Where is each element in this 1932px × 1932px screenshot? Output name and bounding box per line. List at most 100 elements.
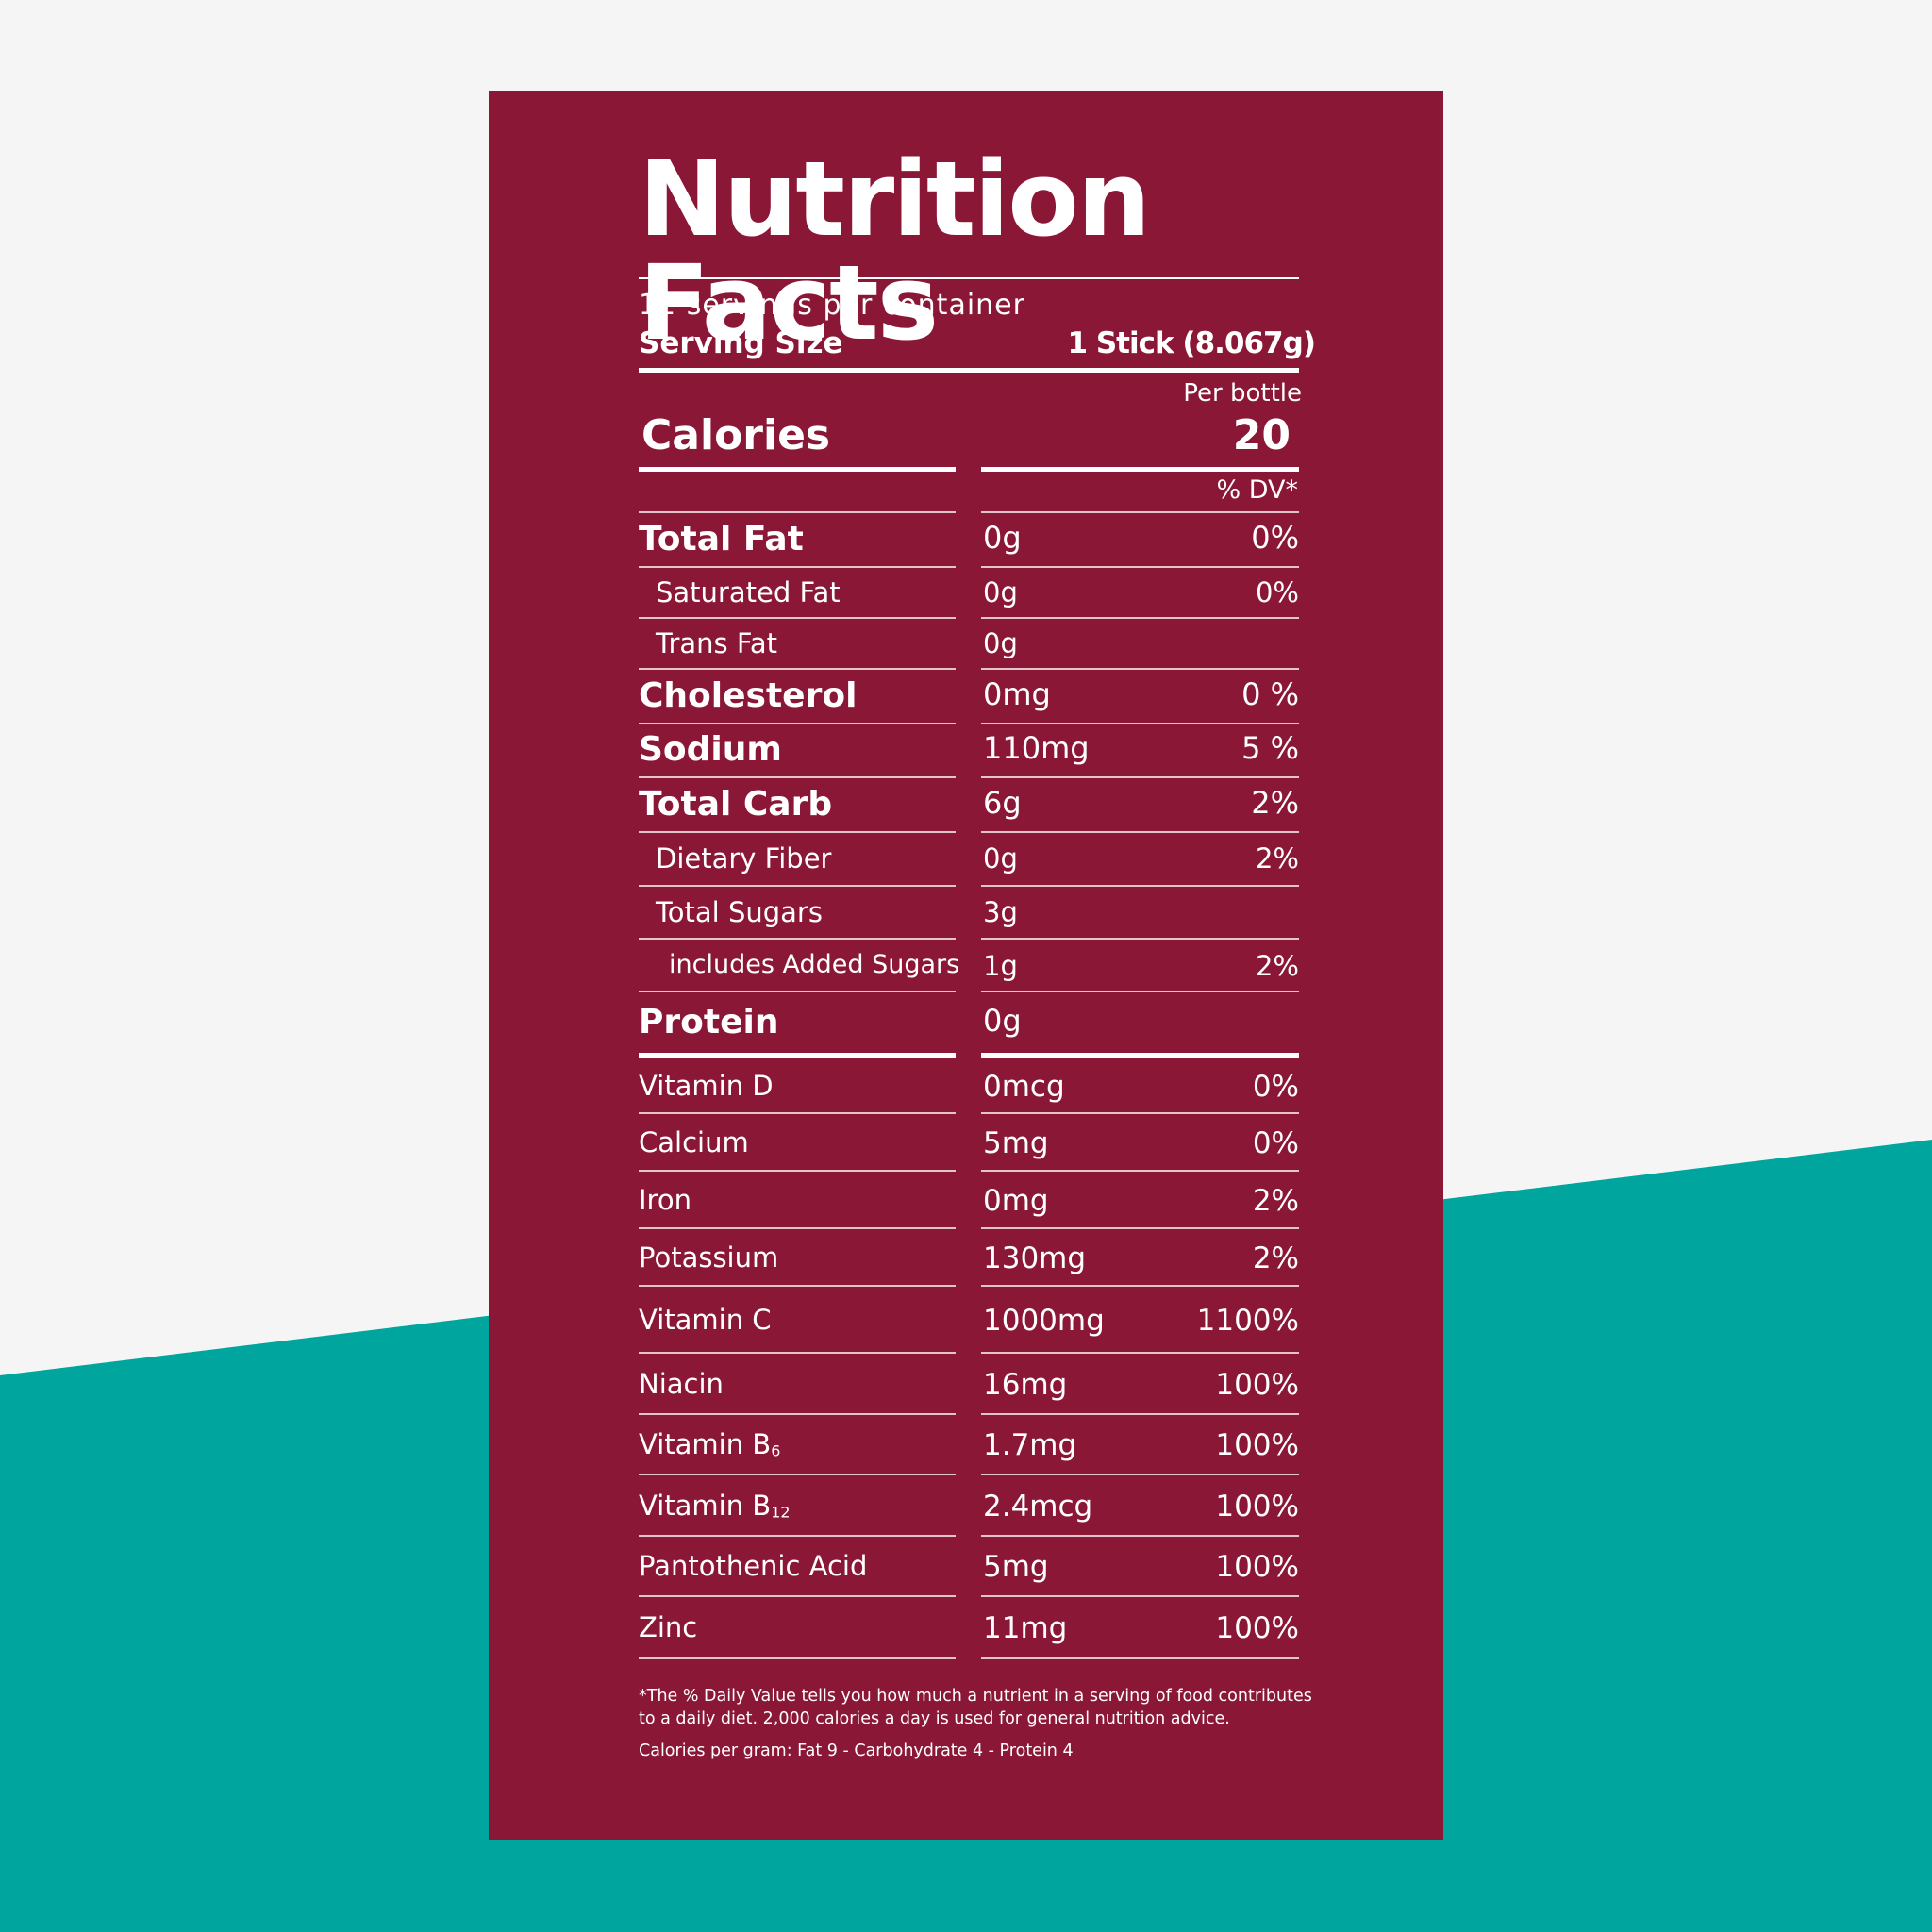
nutrient-rule-left [639, 991, 956, 992]
vitamin-dv: 100% [1215, 1489, 1299, 1524]
vitamin-dv: 100% [1215, 1367, 1299, 1402]
nutrient-name: Total Sugars [656, 895, 823, 928]
vitamin-dv: 1100% [1196, 1303, 1299, 1338]
vitamin-dv: 100% [1215, 1550, 1299, 1584]
nutrient-rule-right [981, 938, 1299, 940]
vitamin-rule-right [981, 1352, 1299, 1354]
nutrient-amount: 6g [983, 784, 1022, 821]
vitamin-rule-left [639, 1535, 956, 1537]
nutrient-name: Total Carb [639, 784, 833, 824]
nutrient-rule-left [639, 938, 956, 940]
vitamin-rule-right [981, 1474, 1299, 1475]
vitamin-name: Vitamin B12 [639, 1490, 790, 1522]
nutrient-amount: 0g [983, 575, 1018, 608]
nutrient-rule-right [981, 776, 1299, 778]
serving-size-rule [639, 368, 1299, 373]
protein-rule-right [981, 1053, 1299, 1058]
nutrient-amount: 0mg [983, 675, 1051, 712]
nutrient-amount: 1g [983, 950, 1018, 983]
vitamin-rule-left [639, 1595, 956, 1597]
nutrition-panel: Nutrition Facts 12 servings per containe… [489, 91, 1443, 1840]
nutrient-amount: 0g [983, 842, 1018, 875]
nutrient-rule-left [639, 885, 956, 887]
nutrient-name: Cholesterol [639, 675, 858, 715]
vitamin-dv: 0% [1252, 1125, 1299, 1160]
nutrient-rule-left [639, 668, 956, 670]
vitamin-amount: 0mg [983, 1183, 1049, 1218]
serving-size-label: Serving Size [639, 326, 843, 360]
vitamin-amount: 2.4mcg [983, 1489, 1093, 1524]
daily-value-header: % DV* [1216, 475, 1298, 505]
serving-size-value: 1 Stick (8.067g) [1067, 326, 1316, 360]
nutrient-rule-left [639, 776, 956, 778]
nutrient-name: Total Fat [639, 519, 804, 558]
vitamin-rule-left [639, 1657, 956, 1659]
nutrient-rule-right [981, 617, 1299, 619]
nutrient-name: Sodium [639, 730, 782, 769]
vitamin-amount: 11mg [983, 1611, 1068, 1645]
vitamin-rule-right [981, 1170, 1299, 1172]
nutrient-name: Protein [639, 1002, 779, 1041]
nutrient-rule-right [981, 991, 1299, 992]
vitamin-rule-right [981, 1535, 1299, 1537]
vitamin-name: Pantothenic Acid [639, 1550, 868, 1582]
nutrient-amount: 0g [983, 626, 1018, 659]
nutrient-amount: 3g [983, 895, 1018, 928]
vitamin-name: Calcium [639, 1125, 749, 1158]
nutrient-rule-left [639, 723, 956, 724]
vitamin-amount: 16mg [983, 1367, 1068, 1402]
per-bottle-header: Per bottle [1183, 379, 1302, 408]
vitamin-name: Potassium [639, 1241, 779, 1274]
vitamin-dv: 100% [1215, 1611, 1299, 1645]
vitamin-dv: 100% [1215, 1428, 1299, 1462]
nutrient-dv: 0% [1251, 519, 1299, 556]
calories-rule-left [639, 467, 956, 472]
vitamin-rule-right [981, 1227, 1299, 1229]
title-rule [639, 277, 1299, 279]
vitamin-rule-left [639, 1285, 956, 1287]
vitamin-rule-left [639, 1413, 956, 1415]
nutrient-dv: 2% [1255, 842, 1299, 875]
nutrient-rule-left [639, 566, 956, 568]
nutrient-amount: 110mg [983, 730, 1090, 766]
vitamin-rule-left [639, 1170, 956, 1172]
nutrient-rule-right [981, 831, 1299, 833]
vitamin-name: Vitamin D [639, 1069, 774, 1102]
servings-per-container: 12 servings per container [639, 289, 1025, 322]
dv-header-rule-left [639, 511, 956, 513]
calories-value: 20 [1232, 411, 1291, 459]
vitamin-rule-left [639, 1352, 956, 1354]
nutrient-dv: 2% [1255, 950, 1299, 983]
vitamin-name-text: Vitamin B [639, 1428, 772, 1460]
vitamin-amount: 1000mg [983, 1303, 1105, 1338]
vitamin-name: Zinc [639, 1611, 698, 1643]
nutrient-dv: 5 % [1241, 730, 1299, 766]
vitamin-rule-left [639, 1227, 956, 1229]
vitamin-name: Niacin [639, 1367, 724, 1400]
protein-rule-left [639, 1053, 956, 1058]
label-title: Nutrition Facts [639, 139, 1151, 363]
vitamin-dv: 2% [1252, 1241, 1299, 1275]
nutrient-rule-left [639, 831, 956, 833]
vitamin-rule-left [639, 1474, 956, 1475]
nutrient-amount: 0g [983, 1002, 1022, 1039]
vitamin-name: Vitamin C [639, 1303, 772, 1336]
vitamin-rule-right [981, 1112, 1299, 1114]
vitamin-amount: 130mg [983, 1241, 1087, 1275]
vitamin-dv: 0% [1252, 1069, 1299, 1104]
nutrient-rule-right [981, 885, 1299, 887]
vitamin-subscript: 12 [771, 1502, 791, 1521]
nutrient-dv: 0% [1255, 575, 1299, 608]
nutrient-rule-right [981, 668, 1299, 670]
nutrient-rule-left [639, 617, 956, 619]
nutrient-name: Dietary Fiber [656, 842, 832, 875]
nutrient-name: Saturated Fat [656, 575, 841, 608]
calories-rule-right [981, 467, 1299, 472]
vitamin-name: Vitamin B6 [639, 1428, 780, 1460]
nutrient-amount: 0g [983, 519, 1022, 556]
nutrient-dv: 2% [1251, 784, 1299, 821]
daily-value-footnote: *The % Daily Value tells you how much a … [639, 1687, 1312, 1728]
nutrient-rule-right [981, 723, 1299, 724]
dv-header-rule-right [981, 511, 1299, 513]
vitamin-rule-left [639, 1112, 956, 1114]
